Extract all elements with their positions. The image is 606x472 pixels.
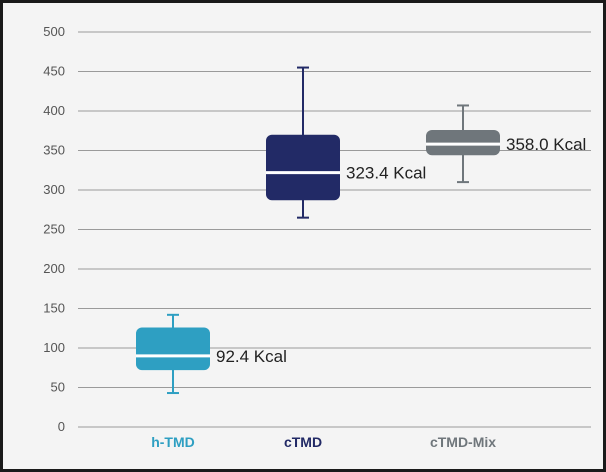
y-tick-label: 150 <box>43 301 65 316</box>
y-axis-ticks: 0 50 100 150 200 250 300 350 400 450 500 <box>43 24 65 434</box>
iqr-box <box>266 134 340 201</box>
iqr-box <box>136 327 210 371</box>
y-tick-label: 300 <box>43 182 65 197</box>
box-ctmd-mix: 358.0 Kcal <box>426 104 586 184</box>
y-tick-label: 400 <box>43 103 65 118</box>
x-axis-categories: h-TMD cTMD cTMD-Mix <box>151 434 496 450</box>
iqr-box <box>426 129 500 156</box>
box-ctmd: 323.4 Kcal <box>266 66 426 219</box>
median-annotation: 323.4 Kcal <box>346 164 426 183</box>
y-tick-label: 100 <box>43 340 65 355</box>
x-category-label: cTMD-Mix <box>430 434 496 450</box>
y-tick-label: 50 <box>51 380 65 395</box>
y-tick-label: 450 <box>43 64 65 79</box>
x-category-label: cTMD <box>284 434 322 450</box>
y-tick-label: 250 <box>43 222 65 237</box>
y-tick-label: 350 <box>43 143 65 158</box>
boxes: 92.4 Kcal 323.4 Kcal 358.0 Kcal <box>136 66 586 395</box>
y-tick-label: 500 <box>43 24 65 39</box>
box-h-tmd: 92.4 Kcal <box>136 313 287 395</box>
y-tick-label: 0 <box>58 419 65 434</box>
box-plot-chart: 0 50 100 150 200 250 300 350 400 450 500 92.4 Kcal… <box>43 24 591 450</box>
median-annotation: 92.4 Kcal <box>216 347 287 366</box>
median-annotation: 358.0 Kcal <box>506 135 586 154</box>
y-tick-label: 200 <box>43 261 65 276</box>
x-category-label: h-TMD <box>151 434 195 450</box>
